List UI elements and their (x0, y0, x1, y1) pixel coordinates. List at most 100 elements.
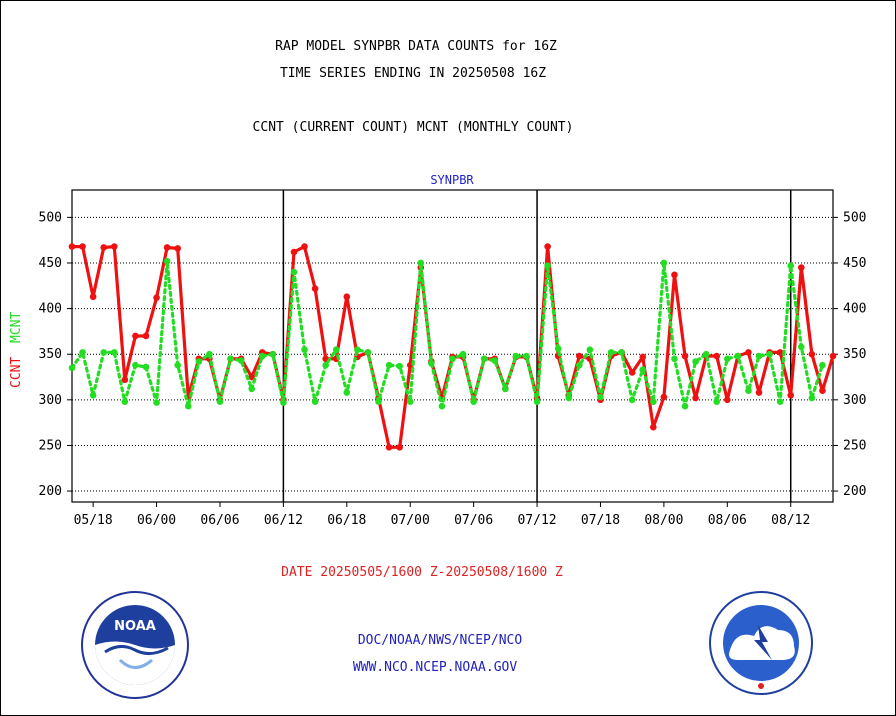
date-range: DATE 20250505/1600 Z-20250508/1600 Z (281, 565, 563, 580)
data-point-mcnt (660, 259, 668, 267)
data-point-ccnt (100, 244, 108, 251)
x-tick-label: 06/12 (264, 513, 303, 528)
x-tick-label: 06/18 (327, 513, 366, 528)
data-point-mcnt (480, 355, 488, 363)
x-tick-label: 08/12 (771, 513, 810, 528)
data-point-ccnt (301, 243, 308, 250)
x-tick-label: 08/06 (708, 513, 747, 528)
y-tick-label-left: 300 (39, 393, 62, 408)
y-tick-label-left: 500 (39, 210, 62, 225)
x-tick-label: 07/06 (454, 513, 493, 528)
data-point-mcnt (554, 345, 562, 353)
data-point-mcnt (216, 398, 224, 405)
data-point-mcnt (618, 349, 625, 356)
data-point-mcnt (385, 361, 393, 369)
data-point-mcnt (628, 396, 636, 404)
data-point-mcnt (227, 355, 234, 363)
x-tick-label: 06/06 (200, 513, 239, 528)
y-tick-label-right: 450 (843, 256, 866, 271)
data-point-mcnt (258, 352, 266, 360)
data-point-mcnt (607, 349, 615, 356)
y-axis-label-mcnt: MCNT (9, 312, 24, 343)
data-point-ccnt (808, 350, 816, 358)
data-point-ccnt (576, 352, 583, 360)
data-point-ccnt (829, 352, 837, 360)
data-point-mcnt (597, 393, 604, 401)
x-tick-label: 08/00 (644, 513, 683, 528)
y-tick-label-right: 350 (843, 347, 866, 362)
x-tick-label: 06/00 (137, 513, 176, 528)
data-point-mcnt (248, 385, 255, 393)
y-tick-label-left: 400 (39, 302, 62, 317)
data-point-mcnt (692, 358, 699, 365)
data-point-mcnt (153, 399, 160, 406)
data-point-mcnt (650, 398, 657, 405)
grid-layer: 200 200 250 250 300 300 350 350 400 400 450 450 500 5… (39, 189, 866, 528)
data-point-mcnt (766, 350, 773, 358)
data-point-ccnt (121, 376, 129, 384)
data-point-mcnt (797, 343, 805, 351)
data-point-ccnt (724, 396, 731, 404)
data-point-mcnt (586, 346, 594, 353)
data-point-ccnt (68, 243, 76, 250)
x-tick-label: 07/00 (391, 513, 430, 528)
data-point-ccnt (713, 352, 721, 360)
y-tick-label-left: 450 (39, 256, 62, 271)
data-point-mcnt (184, 402, 192, 410)
noaa-logo-icon: NOAA (81, 591, 189, 699)
data-point-ccnt (671, 271, 678, 279)
data-point-mcnt (290, 268, 298, 276)
data-point-mcnt (819, 361, 826, 369)
y-tick-label-right: 200 (843, 484, 866, 499)
chart-subtitle: CCNT (CURRENT COUNT) MCNT (MONTHLY COUNT… (252, 120, 574, 135)
data-point-mcnt (681, 402, 689, 410)
data-point-mcnt (206, 350, 213, 358)
noaa-logo-text: NOAA (114, 619, 156, 634)
data-point-ccnt (163, 244, 171, 251)
data-point-ccnt (89, 293, 97, 301)
y-tick-label-right: 400 (843, 302, 866, 317)
plot-border (71, 189, 834, 503)
data-point-mcnt (406, 398, 414, 405)
data-point-ccnt (628, 369, 636, 376)
y-tick-label-left: 250 (39, 438, 62, 453)
data-point-mcnt (428, 360, 435, 367)
nws-logo-icon (709, 591, 813, 695)
data-point-ccnt (755, 389, 763, 396)
data-point-mcnt (79, 349, 86, 356)
chart-title-line1: RAP MODEL SYNPBR DATA COUNTS for 16Z (275, 39, 557, 54)
data-point-mcnt (375, 398, 382, 405)
data-point-mcnt (121, 398, 129, 405)
data-point-mcnt (237, 357, 245, 364)
data-point-ccnt (343, 293, 351, 301)
data-point-mcnt (311, 398, 319, 405)
data-point-mcnt (68, 364, 76, 372)
data-point-mcnt (787, 262, 795, 270)
data-point-mcnt (671, 355, 678, 363)
series-line-ccnt (72, 245, 835, 449)
data-point-mcnt (491, 357, 499, 364)
data-point-ccnt (132, 332, 139, 340)
data-point-mcnt (396, 362, 403, 370)
y-axis-label-ccnt: CCNT (9, 357, 24, 388)
y-tick-label-right: 500 (843, 210, 866, 225)
data-point-mcnt (301, 346, 308, 353)
data-point-mcnt (438, 402, 446, 410)
data-point-mcnt (755, 352, 763, 360)
data-point-mcnt (523, 352, 530, 360)
data-point-ccnt (174, 245, 181, 252)
data-point-mcnt (89, 391, 97, 399)
footer-url: WWW.NCO.NCEP.NOAA.GOV (352, 660, 518, 675)
data-point-mcnt (195, 358, 203, 365)
data-point-ccnt (311, 285, 319, 292)
data-point-mcnt (470, 398, 477, 405)
x-tick-label: 07/18 (581, 513, 620, 528)
data-point-mcnt (343, 389, 351, 396)
data-point-ccnt (110, 243, 118, 250)
data-point-ccnt (639, 353, 647, 361)
data-point-mcnt (808, 394, 816, 402)
data-point-ccnt (745, 349, 752, 356)
data-point-ccnt (153, 294, 160, 301)
data-point-mcnt (280, 399, 287, 406)
